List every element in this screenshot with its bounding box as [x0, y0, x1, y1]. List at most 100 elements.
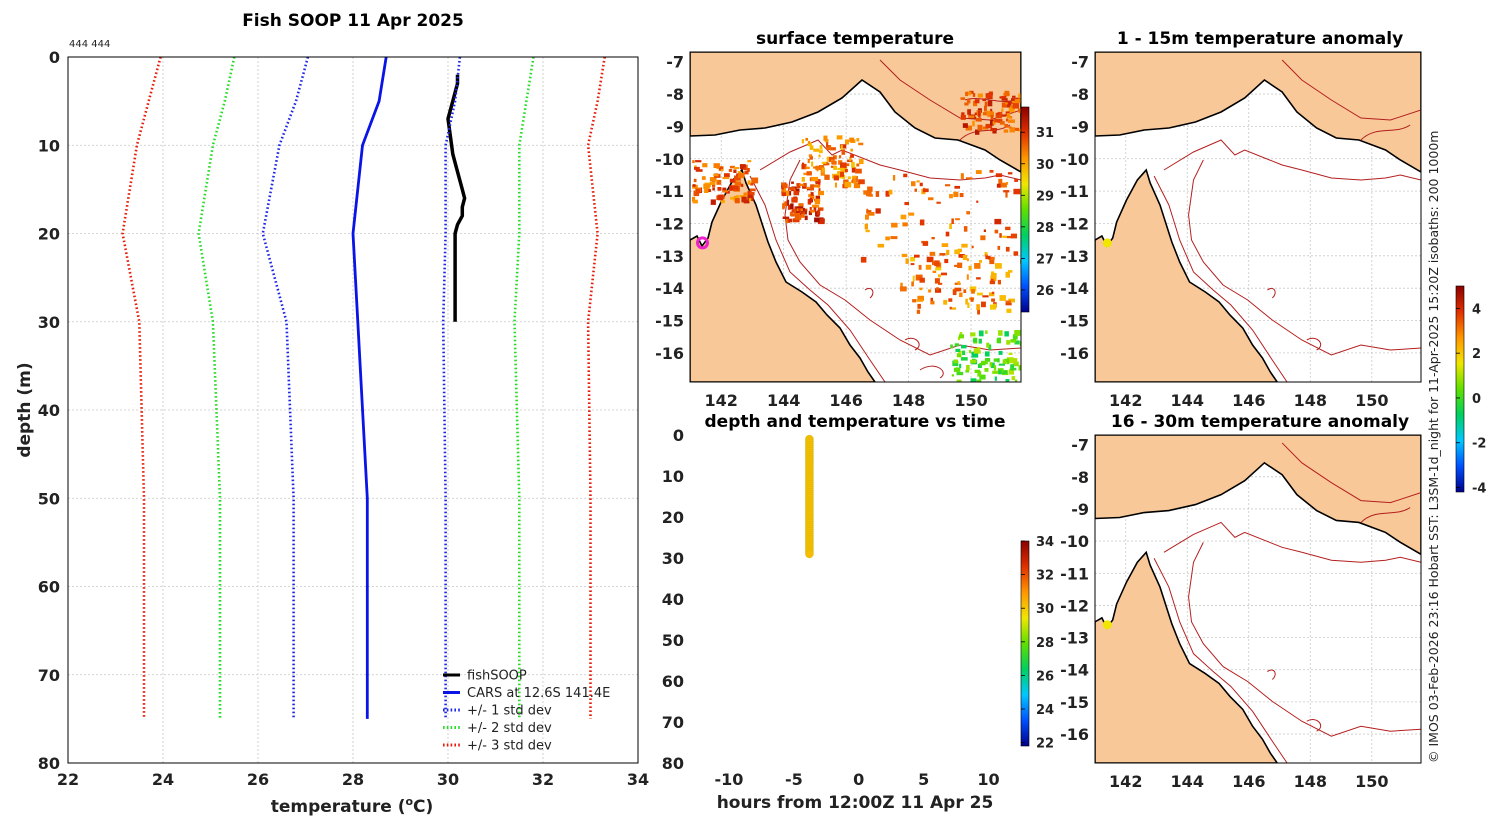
sst-pixel: [977, 308, 980, 315]
sst-pixel: [990, 108, 993, 112]
sst-pixel: [998, 330, 1003, 336]
sst-pixel: [976, 304, 980, 311]
sst-pixel: [747, 180, 751, 185]
sst-pixel: [959, 332, 963, 336]
timeseries-colorbar-label: 22: [1036, 737, 1054, 752]
sst-isobath-200: [749, 139, 1021, 382]
sst-pixel: [1001, 98, 1008, 101]
sst-pixel: [951, 218, 954, 224]
sst-pixel: [782, 203, 785, 210]
sst-pixel: [955, 348, 961, 352]
credit-text: © IMOS 03-Feb-2026 23:16 Hobart SST: L3S…: [1426, 131, 1441, 763]
sst-pixel: [858, 179, 865, 185]
sst-pixel: [1011, 376, 1016, 381]
sst-pixel: [939, 253, 946, 256]
sst-pixel: [1005, 226, 1011, 231]
sst-pixel: [885, 190, 890, 197]
sst-pixel: [970, 378, 977, 382]
sst-pixel: [866, 210, 872, 214]
sst-pixel: [1002, 359, 1007, 364]
map-lon-tick-label: 148: [892, 391, 925, 410]
map-lat-tick-label: -7: [1071, 436, 1089, 455]
sst-pixel: [990, 304, 996, 310]
sst-colorbar-label: 27: [1036, 252, 1054, 267]
sst-pixel: [695, 169, 703, 172]
sst-pixel: [795, 188, 800, 193]
sst-pixel: [850, 148, 853, 152]
timeseries-colorbar-label: 30: [1036, 602, 1054, 617]
profile-x-tick-label: 34: [627, 770, 649, 789]
map-lat-tick-label: -16: [1060, 725, 1089, 744]
map-lon-tick-label: 146: [1232, 772, 1265, 791]
anomaly-colorbar-label: -4: [1472, 482, 1486, 497]
sst-pixel: [954, 343, 959, 347]
map-lat-tick-label: -13: [1060, 629, 1089, 648]
map-lat-tick-label: -7: [666, 53, 684, 72]
sst-pixel: [782, 183, 788, 189]
sst-pixel: [802, 162, 805, 169]
sst-pixel: [911, 181, 916, 187]
sst-pixel: [784, 201, 789, 206]
sst-pixel: [914, 188, 917, 192]
sst-pixel: [804, 210, 807, 215]
profile-series--2-std-dev-low: [197, 56, 236, 719]
timeseries-x-tick-label: 0: [853, 770, 864, 789]
sst-pixel: [984, 351, 990, 357]
map-lat-tick-label: -14: [655, 279, 684, 298]
sst-pixel: [979, 374, 986, 380]
map-lat-tick-label: -12: [655, 214, 684, 233]
sst-pixel: [981, 360, 988, 365]
sst-pixel: [986, 342, 990, 348]
sst-pixel: [740, 183, 744, 187]
sst-pixel: [833, 166, 837, 170]
sst-pixel: [993, 365, 997, 371]
sst-pixel: [793, 191, 800, 196]
sst-pixel: [922, 188, 929, 193]
sst-pixel: [977, 292, 983, 296]
sst-pixel: [807, 198, 812, 205]
sst-pixel: [1014, 127, 1020, 131]
sst-pixel: [1000, 182, 1007, 188]
sst-pixel: [1014, 330, 1021, 336]
sst-pixel: [799, 215, 802, 220]
sst-pixel: [706, 189, 711, 192]
sst-pixel: [974, 112, 978, 116]
sst-pixel: [982, 112, 987, 116]
sst-pixel: [1013, 361, 1019, 367]
sst-pixel: [819, 149, 823, 154]
sst-pixel: [796, 183, 801, 189]
sst-pixel: [961, 243, 968, 248]
sst-pixel: [981, 301, 986, 308]
sst-pixel: [962, 254, 968, 260]
sst-pixel: [959, 363, 962, 369]
sst-colorbar-label: 31: [1036, 126, 1054, 141]
sst-pixel: [787, 199, 790, 206]
anomaly2-map-content: [1095, 435, 1421, 763]
sst-pixel: [734, 189, 737, 192]
map-lat-tick-label: -16: [1060, 344, 1089, 363]
sst-pixel: [968, 115, 975, 118]
sst-pixel: [957, 281, 960, 285]
sst-pixel: [959, 193, 964, 198]
sst-pixel: [845, 139, 849, 145]
sst-pixel: [781, 192, 786, 197]
map-lon-tick-label: 142: [1109, 391, 1142, 410]
timeseries-y-tick-label: 80: [662, 754, 684, 773]
legend-entry: CARS at 12.6S 141.4E: [467, 686, 610, 701]
profile-tick-labels: 22 24 26 28 30 32 34 0 10 20 30 40 50 60 70 80: [38, 48, 649, 789]
cape-york-land: [1095, 168, 1279, 382]
timeseries-colorbar: [1020, 540, 1030, 747]
sst-pixel: [952, 360, 959, 367]
sst-pixel: [1010, 364, 1014, 370]
sst-pixel: [811, 176, 819, 182]
sst-pixel: [961, 112, 965, 115]
sst-pixel: [819, 165, 825, 170]
sst-pixel: [951, 374, 954, 377]
sst-pixel: [949, 306, 952, 310]
sst-pixel: [962, 350, 966, 356]
sst-pixel: [919, 182, 923, 187]
sst-pixel: [1008, 119, 1015, 123]
sst-pixel: [950, 344, 953, 349]
sst-pixel: [990, 115, 994, 121]
